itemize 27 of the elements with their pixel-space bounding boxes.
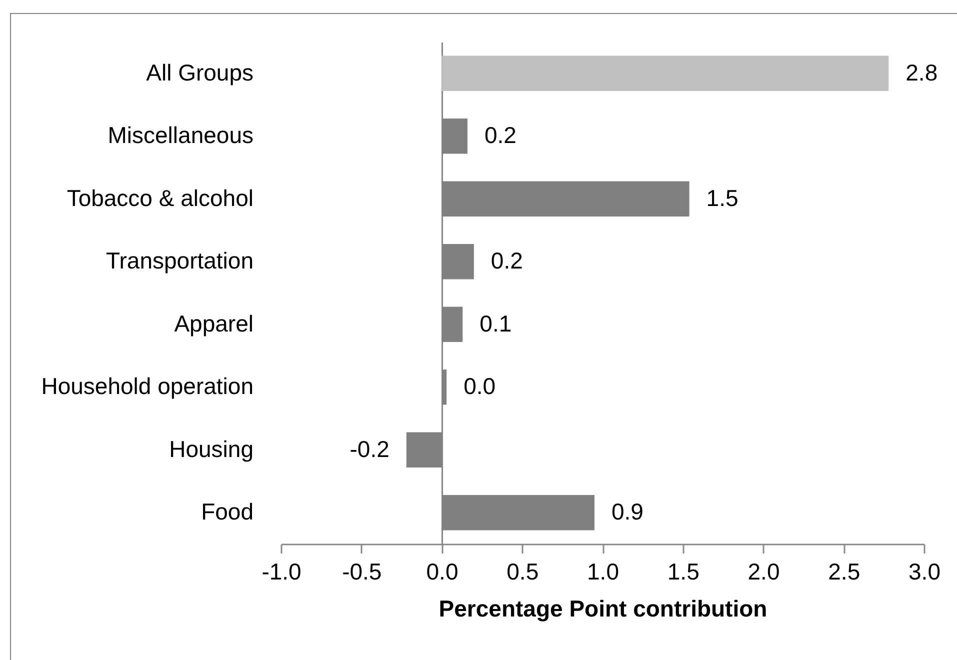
data-label: 0.9: [611, 498, 644, 525]
x-tick-label: 1.5: [667, 558, 700, 584]
data-label: 0.0: [464, 373, 496, 400]
y-tick-label: Food: [201, 498, 254, 525]
y-tick-label: Miscellaneous: [108, 122, 254, 148]
x-tick-label: 0.0: [426, 558, 458, 584]
x-tick-label: 2.0: [748, 558, 780, 584]
y-tick-label: Apparel: [174, 310, 254, 336]
x-tick-label: 0.5: [506, 558, 539, 584]
data-label: 2.8: [906, 59, 938, 86]
x-tick-label: -1.0: [262, 558, 302, 584]
y-tick-label: Household operation: [41, 373, 254, 400]
y-tick-label: Housing: [169, 436, 254, 462]
bar: [442, 56, 889, 91]
data-label: -0.2: [350, 436, 390, 462]
x-axis-title: Percentage Point contribution: [438, 596, 768, 622]
x-tick-label: 3.0: [908, 558, 940, 584]
data-label: 1.5: [706, 184, 738, 211]
y-tick-label: All Groups: [146, 59, 254, 86]
y-tick-label: Tobacco & alcohol: [66, 184, 254, 211]
data-label: 0.2: [484, 122, 516, 148]
x-tick-label: 1.0: [587, 558, 619, 584]
data-label: 0.2: [490, 248, 523, 274]
x-tick-label: 2.5: [828, 558, 860, 584]
y-tick-label: Transportation: [106, 248, 254, 274]
x-tick-label: -0.5: [342, 558, 382, 584]
data-label: 0.1: [480, 310, 512, 336]
